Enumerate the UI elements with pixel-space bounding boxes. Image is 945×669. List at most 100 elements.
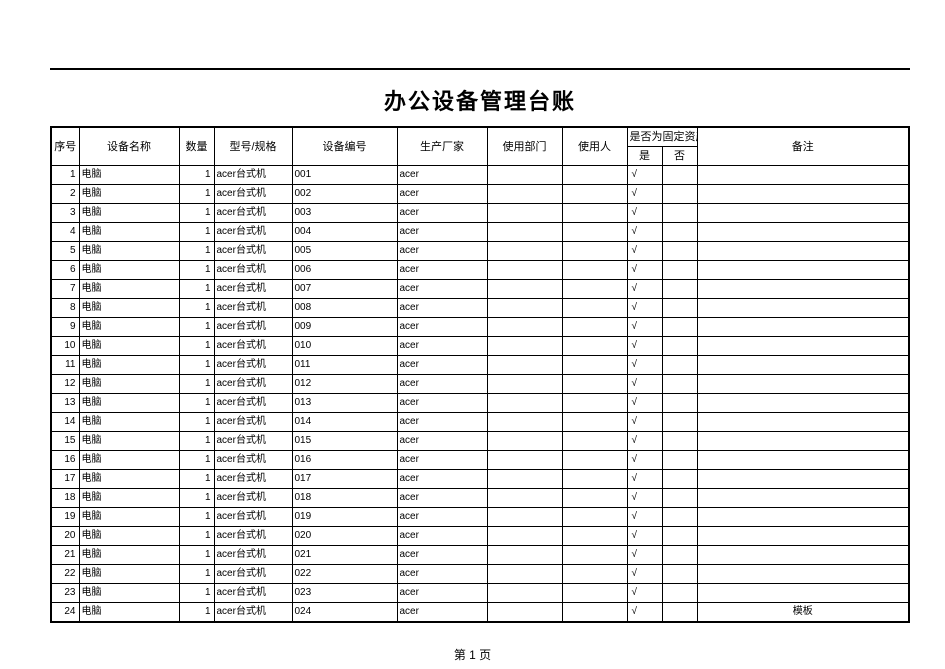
cell-qty: 1 bbox=[179, 489, 214, 508]
cell-qty: 1 bbox=[179, 394, 214, 413]
cell-no bbox=[662, 413, 697, 432]
cell-name: 电脑 bbox=[79, 166, 179, 185]
cell-no bbox=[662, 432, 697, 451]
table-row: 21电脑1acer台式机021acer√ bbox=[51, 546, 909, 565]
cell-maker: acer bbox=[397, 451, 487, 470]
cell-remark bbox=[697, 451, 909, 470]
cell-no bbox=[662, 584, 697, 603]
cell-code: 022 bbox=[292, 565, 397, 584]
th-model: 型号/规格 bbox=[214, 127, 292, 166]
cell-remark bbox=[697, 508, 909, 527]
cell-seq: 17 bbox=[51, 470, 79, 489]
cell-dept bbox=[487, 337, 562, 356]
cell-maker: acer bbox=[397, 584, 487, 603]
cell-remark bbox=[697, 565, 909, 584]
cell-user bbox=[562, 584, 627, 603]
table-row: 19电脑1acer台式机019acer√ bbox=[51, 508, 909, 527]
cell-seq: 4 bbox=[51, 223, 79, 242]
cell-seq: 13 bbox=[51, 394, 79, 413]
cell-user bbox=[562, 166, 627, 185]
cell-yes: √ bbox=[627, 394, 662, 413]
cell-qty: 1 bbox=[179, 527, 214, 546]
th-yes: 是 bbox=[627, 147, 662, 166]
cell-qty: 1 bbox=[179, 318, 214, 337]
cell-user bbox=[562, 394, 627, 413]
cell-maker: acer bbox=[397, 299, 487, 318]
cell-code: 017 bbox=[292, 470, 397, 489]
cell-name: 电脑 bbox=[79, 432, 179, 451]
table-row: 22电脑1acer台式机022acer√ bbox=[51, 565, 909, 584]
th-fixed-group: 是否为固定资产 bbox=[627, 127, 697, 147]
cell-yes: √ bbox=[627, 242, 662, 261]
cell-qty: 1 bbox=[179, 166, 214, 185]
cell-remark bbox=[697, 261, 909, 280]
cell-user bbox=[562, 565, 627, 584]
cell-name: 电脑 bbox=[79, 413, 179, 432]
cell-maker: acer bbox=[397, 280, 487, 299]
cell-qty: 1 bbox=[179, 299, 214, 318]
cell-seq: 6 bbox=[51, 261, 79, 280]
cell-name: 电脑 bbox=[79, 603, 179, 623]
cell-yes: √ bbox=[627, 584, 662, 603]
cell-model: acer台式机 bbox=[214, 584, 292, 603]
cell-model: acer台式机 bbox=[214, 204, 292, 223]
cell-name: 电脑 bbox=[79, 508, 179, 527]
cell-maker: acer bbox=[397, 603, 487, 623]
table-row: 18电脑1acer台式机018acer√ bbox=[51, 489, 909, 508]
cell-qty: 1 bbox=[179, 432, 214, 451]
cell-dept bbox=[487, 223, 562, 242]
cell-code: 010 bbox=[292, 337, 397, 356]
cell-qty: 1 bbox=[179, 603, 214, 623]
cell-yes: √ bbox=[627, 451, 662, 470]
cell-dept bbox=[487, 185, 562, 204]
cell-code: 002 bbox=[292, 185, 397, 204]
cell-name: 电脑 bbox=[79, 204, 179, 223]
table-row: 20电脑1acer台式机020acer√ bbox=[51, 527, 909, 546]
cell-maker: acer bbox=[397, 470, 487, 489]
cell-model: acer台式机 bbox=[214, 394, 292, 413]
cell-yes: √ bbox=[627, 489, 662, 508]
cell-code: 009 bbox=[292, 318, 397, 337]
cell-yes: √ bbox=[627, 375, 662, 394]
cell-remark bbox=[697, 299, 909, 318]
cell-yes: √ bbox=[627, 280, 662, 299]
cell-user bbox=[562, 318, 627, 337]
cell-qty: 1 bbox=[179, 470, 214, 489]
cell-model: acer台式机 bbox=[214, 242, 292, 261]
cell-seq: 2 bbox=[51, 185, 79, 204]
cell-user bbox=[562, 489, 627, 508]
cell-model: acer台式机 bbox=[214, 565, 292, 584]
cell-user bbox=[562, 337, 627, 356]
cell-no bbox=[662, 185, 697, 204]
cell-maker: acer bbox=[397, 337, 487, 356]
cell-remark bbox=[697, 546, 909, 565]
cell-maker: acer bbox=[397, 375, 487, 394]
cell-maker: acer bbox=[397, 166, 487, 185]
cell-dept bbox=[487, 451, 562, 470]
cell-model: acer台式机 bbox=[214, 527, 292, 546]
cell-code: 024 bbox=[292, 603, 397, 623]
top-rule bbox=[50, 68, 910, 70]
cell-code: 018 bbox=[292, 489, 397, 508]
cell-name: 电脑 bbox=[79, 451, 179, 470]
cell-no bbox=[662, 299, 697, 318]
cell-maker: acer bbox=[397, 242, 487, 261]
cell-yes: √ bbox=[627, 337, 662, 356]
table-row: 23电脑1acer台式机023acer√ bbox=[51, 584, 909, 603]
cell-dept bbox=[487, 413, 562, 432]
cell-seq: 5 bbox=[51, 242, 79, 261]
cell-code: 008 bbox=[292, 299, 397, 318]
table-body: 1电脑1acer台式机001acer√2电脑1acer台式机002acer√3电… bbox=[51, 166, 909, 623]
table-row: 17电脑1acer台式机017acer√ bbox=[51, 470, 909, 489]
table-row: 13电脑1acer台式机013acer√ bbox=[51, 394, 909, 413]
cell-model: acer台式机 bbox=[214, 318, 292, 337]
cell-model: acer台式机 bbox=[214, 337, 292, 356]
cell-user bbox=[562, 546, 627, 565]
th-user: 使用人 bbox=[562, 127, 627, 166]
cell-seq: 16 bbox=[51, 451, 79, 470]
cell-user bbox=[562, 204, 627, 223]
cell-yes: √ bbox=[627, 185, 662, 204]
cell-no bbox=[662, 318, 697, 337]
cell-no bbox=[662, 451, 697, 470]
cell-code: 020 bbox=[292, 527, 397, 546]
